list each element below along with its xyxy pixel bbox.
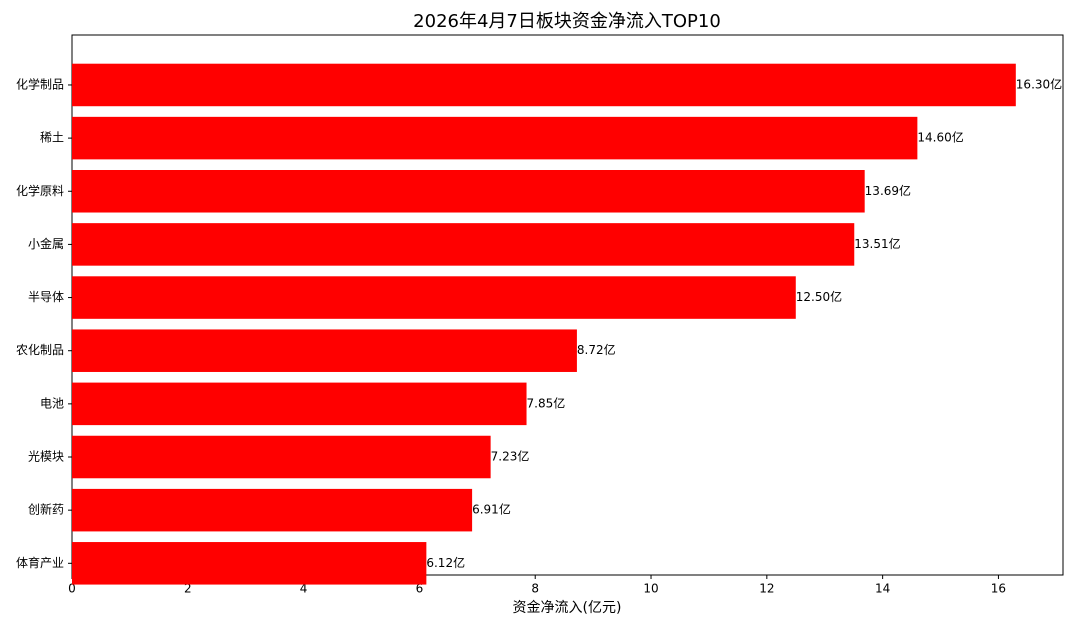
- y-tick-label: 电池: [40, 396, 64, 410]
- x-tick-label: 14: [875, 582, 890, 596]
- value-label: 16.30亿: [1016, 76, 1062, 91]
- x-tick-label: 6: [416, 582, 424, 596]
- value-label: 6.91亿: [472, 502, 511, 517]
- value-label: 7.85亿: [527, 395, 566, 410]
- x-tick-label: 2: [184, 582, 192, 596]
- x-tick-label: 10: [643, 582, 658, 596]
- bar: [72, 329, 577, 372]
- y-tick-label: 稀土: [40, 131, 64, 145]
- x-tick-label: 4: [300, 582, 308, 596]
- y-tick-label: 农化制品: [16, 343, 64, 357]
- y-tick-label: 光模块: [28, 450, 64, 464]
- y-tick-label: 体育产业: [16, 555, 64, 570]
- value-label: 12.50亿: [796, 289, 842, 304]
- bar: [72, 276, 796, 319]
- bar: [72, 488, 473, 532]
- x-tick-label: 12: [759, 582, 774, 596]
- value-label: 13.69亿: [865, 183, 911, 198]
- y-tick-label: 半导体: [28, 290, 64, 304]
- bar: [72, 382, 527, 426]
- x-tick-label: 0: [68, 582, 76, 596]
- y-tick-label: 小金属: [28, 236, 64, 251]
- bar: [72, 435, 491, 479]
- value-label: 14.60亿: [917, 130, 963, 145]
- x-tick-label: 16: [991, 582, 1006, 596]
- bar: [72, 223, 855, 266]
- y-tick-label: 创新药: [28, 502, 64, 517]
- value-label: 6.12亿: [426, 555, 465, 570]
- value-label: 13.51亿: [854, 236, 900, 251]
- y-tick-label: 化学原料: [16, 183, 64, 198]
- value-label: 7.23亿: [491, 449, 530, 464]
- chart-title: 2026年4月7日板块资金净流入TOP10: [413, 11, 721, 32]
- value-label: 8.72亿: [577, 342, 616, 357]
- bar: [72, 542, 427, 585]
- bar: [72, 63, 1016, 107]
- x-axis-label: 资金净流入(亿元): [513, 600, 622, 616]
- x-tick-label: 8: [531, 582, 539, 596]
- bar: [72, 170, 865, 213]
- y-tick-label: 化学制品: [16, 76, 64, 91]
- bar: [72, 116, 918, 160]
